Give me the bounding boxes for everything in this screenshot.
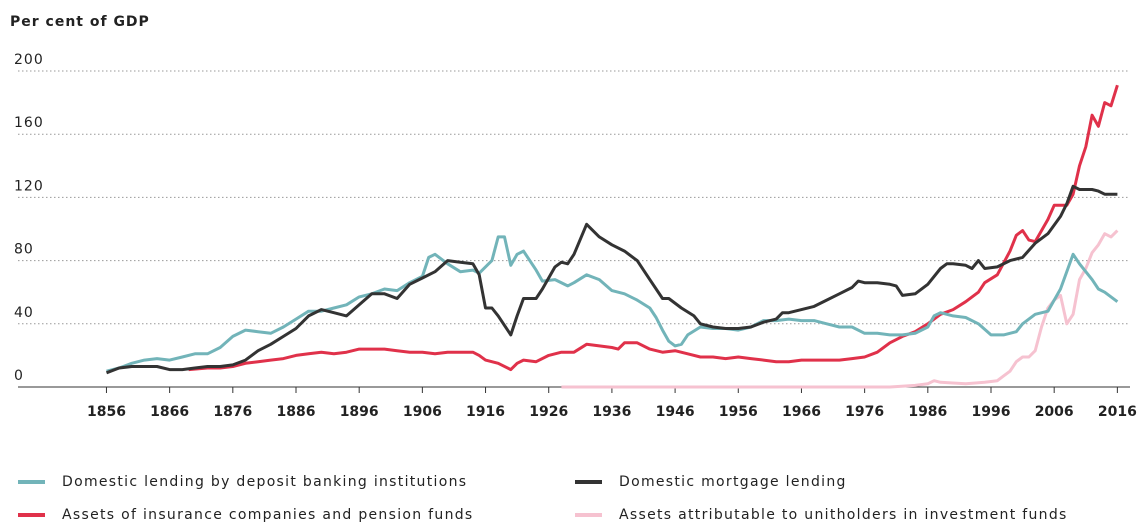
legend-label: Assets of insurance companies and pensio… [62, 507, 474, 522]
x-tick-label: 1976 [845, 404, 884, 420]
y-tick-label: 200 [14, 52, 44, 68]
data-line [561, 229, 1119, 389]
x-tick-label: 1886 [277, 404, 316, 420]
x-tick-label: 1926 [529, 404, 568, 420]
y-tick-label: 120 [14, 178, 44, 194]
y-tick-label: 40 [14, 305, 34, 321]
legend-label: Assets attributable to unitholders in in… [619, 507, 1068, 522]
x-tick-label: 1956 [719, 404, 758, 420]
x-tick-label: 1866 [150, 404, 189, 420]
x-tick-label: 1876 [213, 404, 252, 420]
y-tick-label: 80 [14, 242, 34, 258]
x-tick-label: 1916 [466, 404, 505, 420]
x-tick-label: 1946 [656, 404, 695, 420]
y-tick-label: 160 [14, 115, 44, 131]
data-line [105, 184, 1118, 375]
axis-title: Per cent of GDP [10, 14, 150, 30]
x-tick-label: 1996 [972, 404, 1011, 420]
x-tick-label: 1856 [87, 404, 126, 420]
legend-label: Domestic mortgage lending [619, 474, 847, 490]
x-tick-label: 1906 [403, 404, 442, 420]
data-line [106, 235, 1119, 373]
legend-label: Domestic lending by deposit banking inst… [62, 474, 467, 490]
x-tick-label: 1966 [782, 404, 821, 420]
x-tick-label: 1986 [908, 404, 947, 420]
y-tick-label: 0 [14, 368, 24, 384]
x-tick-label: 2006 [1035, 404, 1074, 420]
data-line [188, 84, 1119, 372]
x-tick-label: 2016 [1098, 404, 1137, 420]
x-tick-label: 1936 [592, 404, 631, 420]
x-tick-label: 1896 [340, 404, 379, 420]
